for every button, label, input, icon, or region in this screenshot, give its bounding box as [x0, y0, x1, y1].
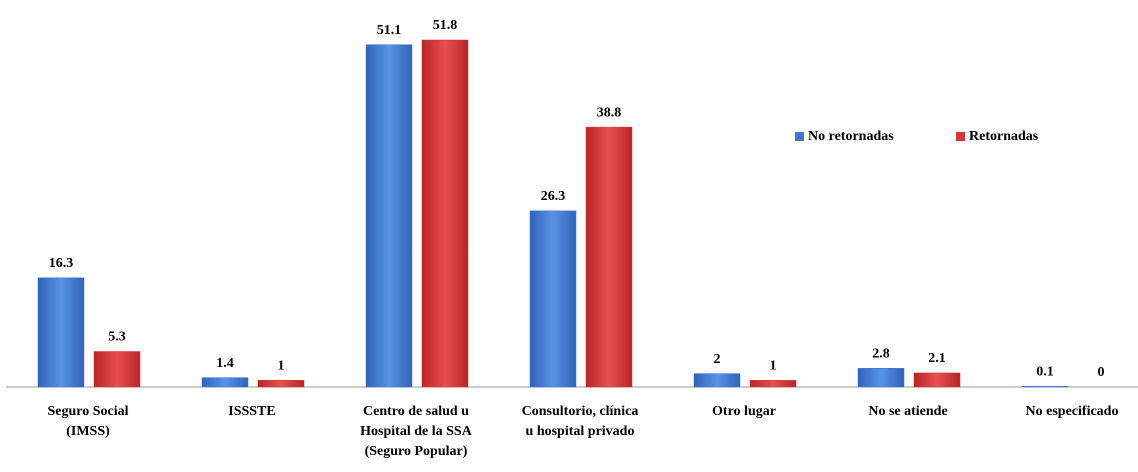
- value-label: 16.3: [49, 256, 74, 271]
- value-label: 0: [1098, 365, 1105, 380]
- value-label: 0.1: [1036, 365, 1054, 380]
- x-tick-label: Consultorio, clínica: [522, 404, 639, 419]
- value-label: 5.3: [108, 330, 126, 345]
- legend-label: No retornadas: [808, 129, 894, 144]
- bar: [421, 39, 469, 388]
- bar: [365, 44, 413, 388]
- bar: [1021, 386, 1069, 388]
- bar: [749, 380, 797, 388]
- value-label: 51.1: [377, 23, 402, 38]
- bar: [93, 351, 141, 388]
- bar: [693, 373, 741, 388]
- bar: [201, 377, 249, 388]
- bar: [857, 367, 905, 388]
- x-tick-label: No se atiende: [868, 404, 947, 419]
- x-tick-label: (IMSS): [66, 424, 110, 439]
- value-label: 1: [278, 359, 285, 374]
- x-tick-label: Hospital de la SSA: [360, 424, 473, 439]
- value-label: 51.8: [433, 18, 458, 33]
- value-label: 1.4: [216, 356, 234, 371]
- value-label: 2: [714, 352, 721, 367]
- x-tick-label: u hospital privado: [526, 424, 635, 439]
- bar: [585, 126, 633, 388]
- value-label: 38.8: [597, 105, 622, 120]
- bar: [913, 372, 961, 388]
- value-label: 2.1: [928, 351, 946, 366]
- x-tick-label: Centro de salud u: [363, 404, 469, 419]
- legend-swatch: [956, 132, 965, 141]
- value-label: 1: [770, 359, 777, 374]
- x-tick-label: Otro lugar: [712, 404, 776, 419]
- value-label: 2.8: [872, 346, 890, 361]
- x-tick-label: (Seguro Popular): [365, 444, 468, 459]
- value-label: 26.3: [541, 189, 566, 204]
- x-tick-label: No especificado: [1026, 404, 1119, 419]
- bar: [37, 277, 85, 388]
- legend-swatch: [795, 132, 804, 141]
- bar: [529, 210, 577, 388]
- x-tick-label: ISSSTE: [228, 404, 275, 419]
- bar: [257, 380, 305, 388]
- legend-label: Retornadas: [969, 129, 1039, 144]
- x-tick-label: Seguro Social: [47, 404, 128, 419]
